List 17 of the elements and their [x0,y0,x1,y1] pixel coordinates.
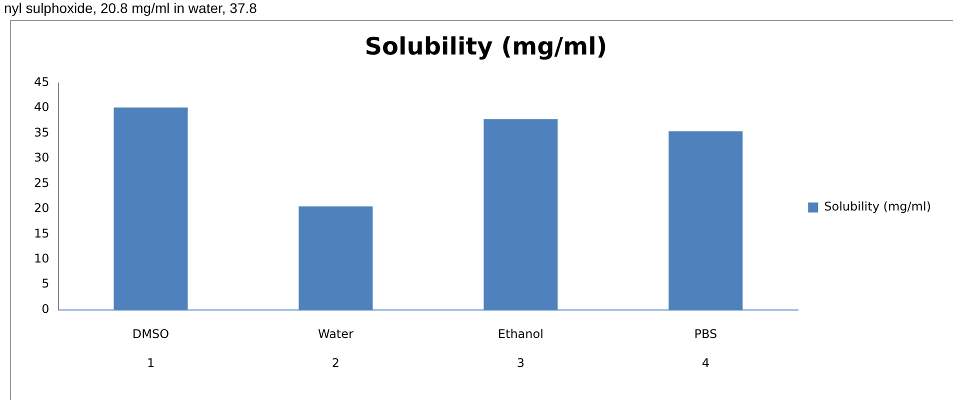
category-label: Water 2 [318,327,354,370]
y-tick-label: 15 [34,226,50,240]
category-label: PBS 4 [694,327,718,370]
category-label: DMSO 1 [132,327,170,370]
y-tick-label: 10 [34,251,50,266]
y-tick-label: 25 [34,176,50,190]
y-tick-label: 20 [34,201,50,216]
chart-title: Solubility (mg/ml) [364,32,608,61]
y-tick-label: 0 [42,302,50,316]
category-label: Ethanol 3 [498,327,544,370]
legend-label: Solubility (mg/ml) [824,200,931,214]
y-tick-label: 35 [34,125,50,140]
y-tick-label: 30 [34,150,50,165]
y-tick-label: 40 [34,100,50,114]
text: nyl sulphoxide, 20.8 mg/ml in water, 37.8 [4,0,257,16]
y-tick-label: 5 [42,276,50,291]
y-tick-label: 45 [34,74,50,89]
